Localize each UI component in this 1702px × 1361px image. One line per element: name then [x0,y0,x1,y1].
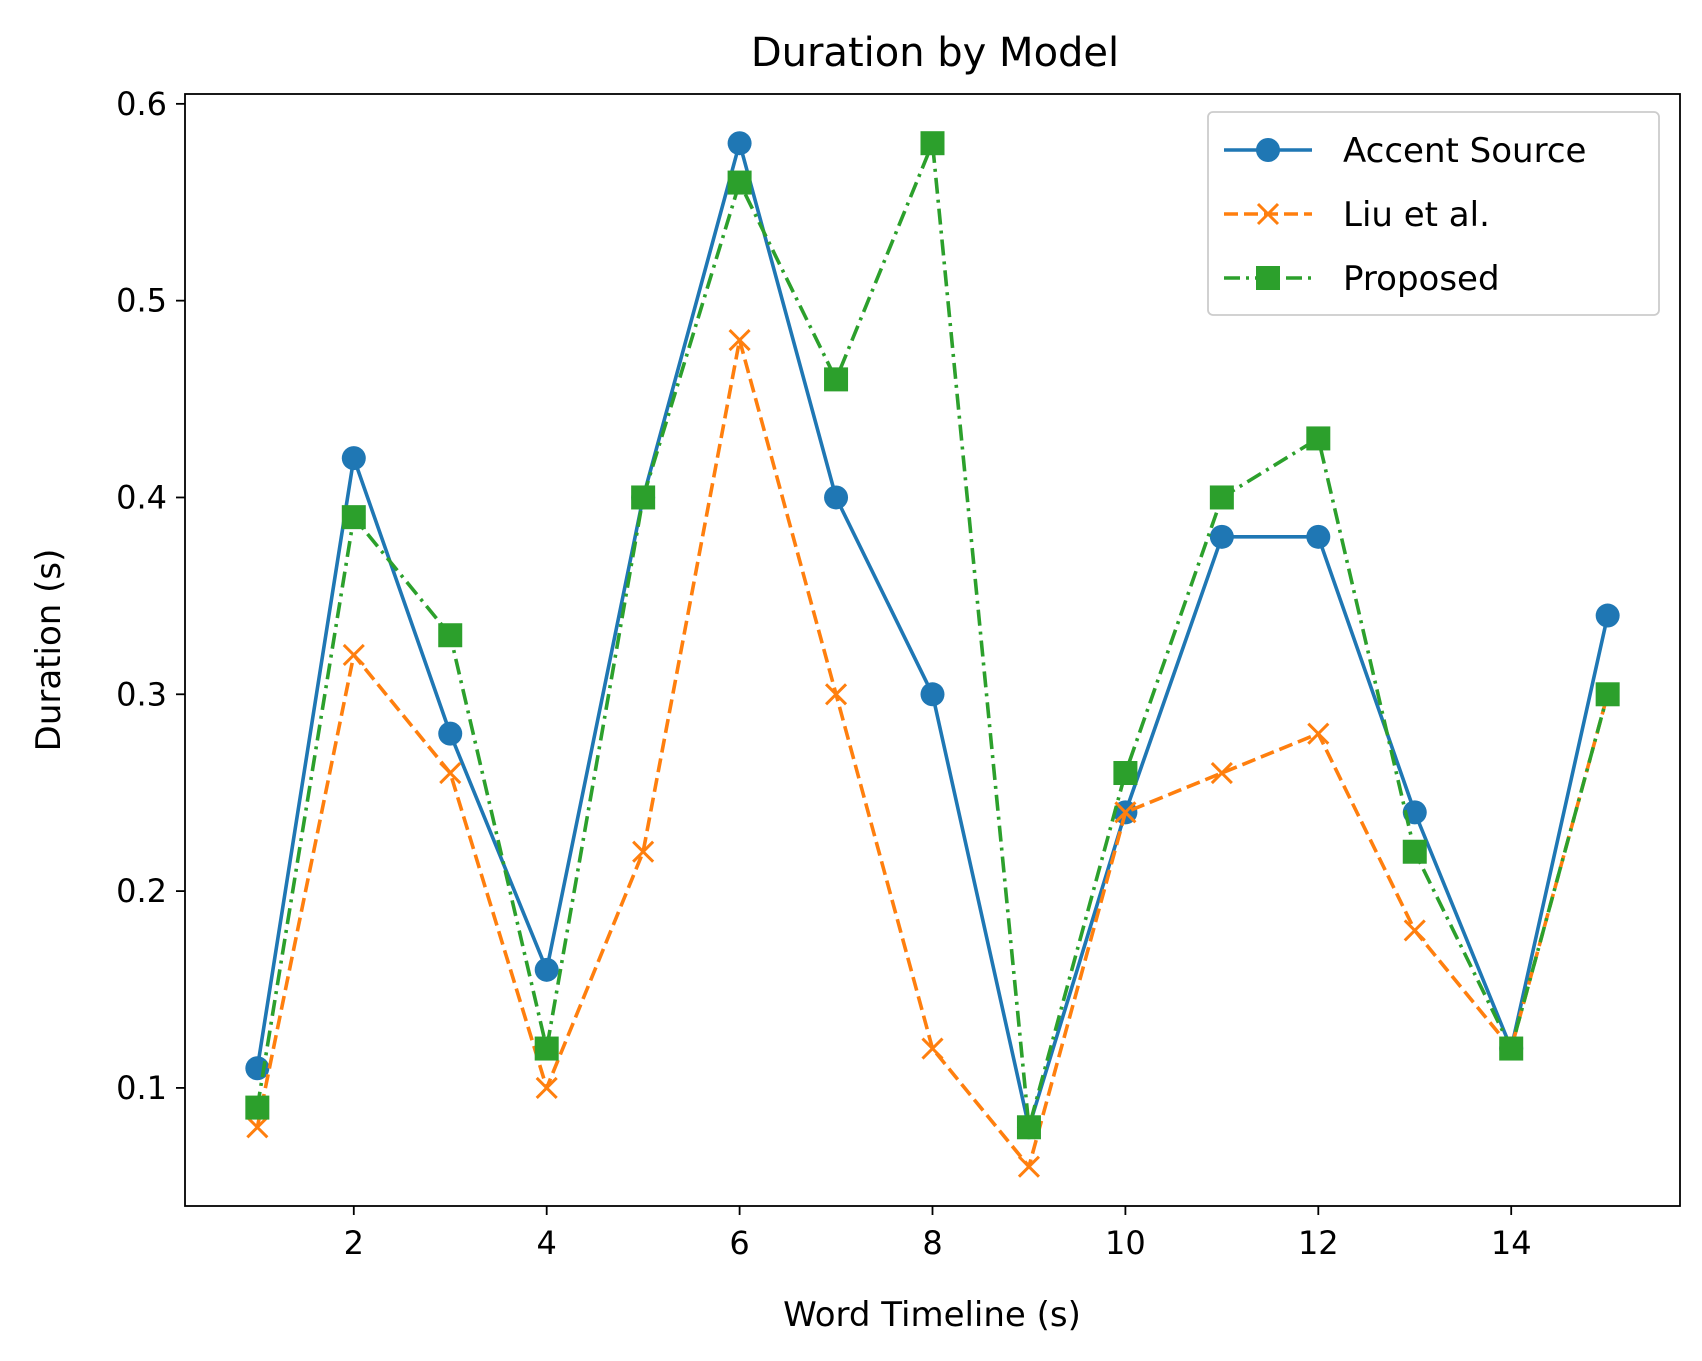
data-point [1307,722,1330,745]
data-point [920,131,945,156]
data-point [439,761,462,785]
legend-entry: Proposed [1224,259,1500,299]
data-point [920,682,945,707]
legend-label: Liu et al. [1343,195,1490,235]
y-tick-label: 0.4 [116,478,167,516]
chart-title: Duration by Model [751,30,1119,76]
x-tick-label: 4 [537,1224,557,1262]
data-point [727,170,752,195]
data-point [632,840,655,863]
x-axis-label: Word Timeline (s) [783,1295,1081,1335]
series-2 [245,131,1620,1140]
data-point [824,367,849,392]
legend-entry: Accent Source [1224,131,1586,171]
x-tick-label: 8 [922,1224,942,1262]
data-point [921,1037,944,1060]
data-point [246,1116,269,1139]
data-point [534,1036,559,1061]
y-tick-label: 0.1 [116,1069,167,1107]
legend-marker [1256,202,1280,226]
data-point [1595,603,1620,628]
data-point [341,505,366,530]
data-point [631,485,656,510]
legend-marker [1256,266,1280,290]
legend-entry: Liu et al. [1224,195,1490,235]
data-point [1114,801,1137,824]
y-tick-label: 0.2 [116,872,167,910]
data-point [438,623,463,648]
data-point [342,643,365,666]
legend-marker [1256,138,1280,162]
y-tick-label: 0.5 [116,282,167,320]
series-line [255,141,1610,1130]
data-point [1595,682,1620,707]
data-point [1209,485,1234,510]
data-point [438,721,463,746]
data-point [1016,1115,1041,1140]
data-point [728,328,751,352]
series-line [255,338,1610,1169]
data-point [534,957,559,982]
x-tick-label: 14 [1491,1224,1532,1262]
y-axis-label: Duration (s) [29,549,69,752]
data-point [1210,761,1233,785]
x-tick-label: 2 [344,1224,364,1262]
legend-label: Proposed [1343,259,1500,299]
x-tick-label: 10 [1105,1224,1146,1262]
data-point [727,131,752,156]
x-tick-label: 6 [729,1224,749,1262]
data-point [341,446,366,471]
data-point [1499,1036,1524,1061]
data-point [245,1056,270,1081]
data-point [1306,524,1331,549]
series-1 [246,328,1619,1178]
data-point [1113,761,1138,786]
data-point [245,1095,270,1120]
data-point [1017,1155,1041,1178]
y-tick-label: 0.3 [116,675,167,713]
y-tick-label: 0.6 [116,85,167,123]
data-point [1209,524,1234,549]
data-point [1306,426,1331,451]
data-point [1403,919,1426,942]
plot-area [245,131,1620,1178]
legend-label: Accent Source [1343,131,1586,171]
data-point [824,683,848,706]
x-tick-label: 12 [1298,1224,1339,1262]
legend-box [1207,111,1660,316]
x-axis: 2 4 6 8 10 12 14 [344,1206,1532,1262]
data-point [535,1076,558,1099]
data-point [824,485,849,510]
legend: Accent Source Liu et al. Proposed [1207,111,1660,316]
y-axis: 0.1 0.2 0.3 0.4 0.5 0.6 [116,85,185,1107]
data-point [1402,839,1427,864]
